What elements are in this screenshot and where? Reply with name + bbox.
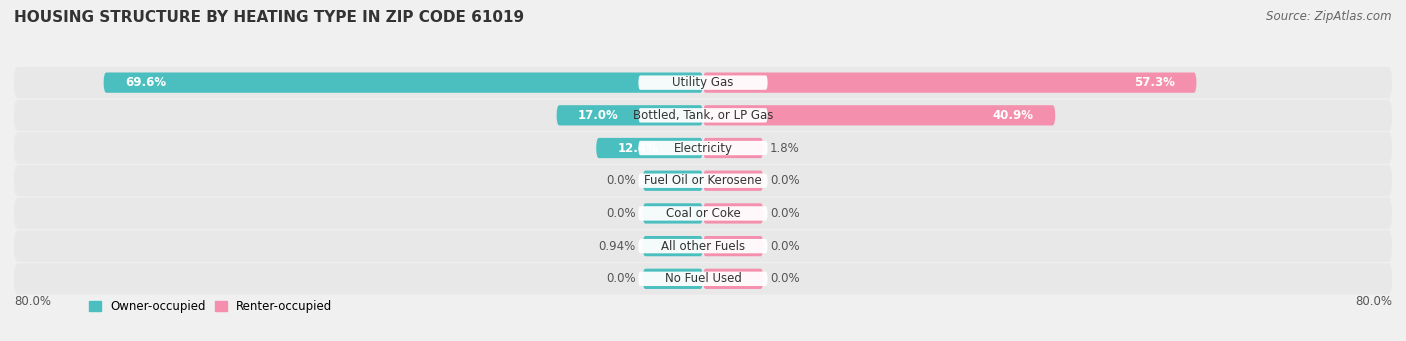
FancyBboxPatch shape — [703, 138, 763, 158]
FancyBboxPatch shape — [14, 67, 1392, 98]
Text: Fuel Oil or Kerosene: Fuel Oil or Kerosene — [644, 174, 762, 187]
FancyBboxPatch shape — [638, 206, 768, 221]
FancyBboxPatch shape — [638, 272, 768, 286]
FancyBboxPatch shape — [643, 269, 703, 289]
Legend: Owner-occupied, Renter-occupied: Owner-occupied, Renter-occupied — [89, 300, 333, 313]
Text: 0.0%: 0.0% — [606, 272, 636, 285]
FancyBboxPatch shape — [638, 108, 768, 122]
FancyBboxPatch shape — [14, 100, 1392, 131]
FancyBboxPatch shape — [14, 198, 1392, 229]
FancyBboxPatch shape — [14, 263, 1392, 295]
FancyBboxPatch shape — [703, 269, 763, 289]
Text: Coal or Coke: Coal or Coke — [665, 207, 741, 220]
FancyBboxPatch shape — [703, 203, 763, 224]
Text: 0.0%: 0.0% — [770, 174, 800, 187]
FancyBboxPatch shape — [703, 236, 763, 256]
Text: Bottled, Tank, or LP Gas: Bottled, Tank, or LP Gas — [633, 109, 773, 122]
Text: 0.94%: 0.94% — [599, 240, 636, 253]
Text: 1.8%: 1.8% — [770, 142, 800, 154]
Text: Utility Gas: Utility Gas — [672, 76, 734, 89]
Text: 57.3%: 57.3% — [1135, 76, 1175, 89]
FancyBboxPatch shape — [643, 236, 703, 256]
FancyBboxPatch shape — [638, 141, 768, 155]
Text: 0.0%: 0.0% — [606, 207, 636, 220]
FancyBboxPatch shape — [643, 203, 703, 224]
FancyBboxPatch shape — [596, 138, 703, 158]
FancyBboxPatch shape — [638, 75, 768, 90]
FancyBboxPatch shape — [14, 165, 1392, 196]
Text: 0.0%: 0.0% — [770, 272, 800, 285]
Text: 17.0%: 17.0% — [578, 109, 619, 122]
Text: 12.4%: 12.4% — [617, 142, 658, 154]
Text: HOUSING STRUCTURE BY HEATING TYPE IN ZIP CODE 61019: HOUSING STRUCTURE BY HEATING TYPE IN ZIP… — [14, 10, 524, 25]
Text: 40.9%: 40.9% — [993, 109, 1033, 122]
FancyBboxPatch shape — [638, 239, 768, 253]
FancyBboxPatch shape — [557, 105, 703, 125]
Text: 80.0%: 80.0% — [1355, 295, 1392, 308]
Text: No Fuel Used: No Fuel Used — [665, 272, 741, 285]
FancyBboxPatch shape — [14, 132, 1392, 164]
FancyBboxPatch shape — [104, 73, 703, 93]
Text: 0.0%: 0.0% — [770, 240, 800, 253]
FancyBboxPatch shape — [14, 231, 1392, 262]
Text: All other Fuels: All other Fuels — [661, 240, 745, 253]
Text: 0.0%: 0.0% — [606, 174, 636, 187]
Text: Electricity: Electricity — [673, 142, 733, 154]
Text: 0.0%: 0.0% — [770, 207, 800, 220]
FancyBboxPatch shape — [703, 73, 1197, 93]
Text: 69.6%: 69.6% — [125, 76, 166, 89]
Text: 80.0%: 80.0% — [14, 295, 51, 308]
FancyBboxPatch shape — [643, 170, 703, 191]
FancyBboxPatch shape — [638, 174, 768, 188]
FancyBboxPatch shape — [703, 105, 1056, 125]
Text: Source: ZipAtlas.com: Source: ZipAtlas.com — [1267, 10, 1392, 23]
FancyBboxPatch shape — [703, 170, 763, 191]
